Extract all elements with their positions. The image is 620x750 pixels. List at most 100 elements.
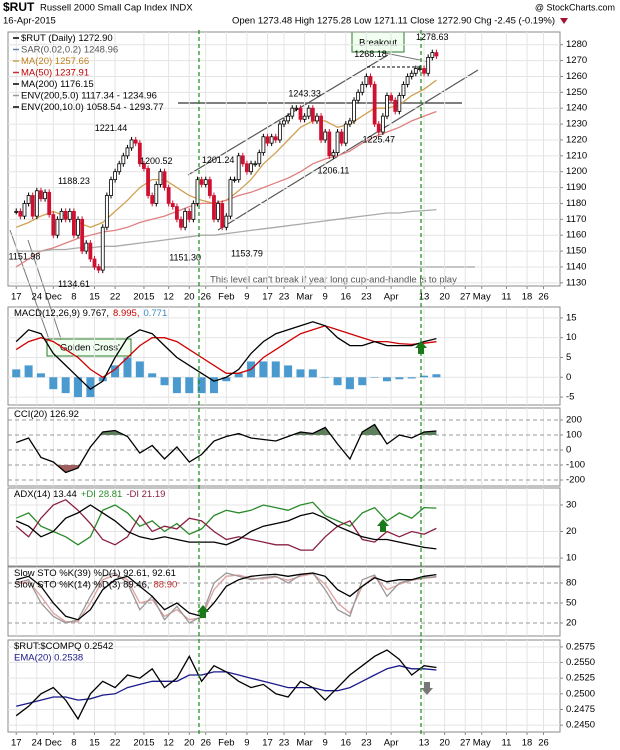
histogram-bar bbox=[12, 369, 21, 378]
candle bbox=[364, 76, 369, 85]
histogram-bar bbox=[370, 377, 379, 378]
y-tick-label: 1160 bbox=[566, 230, 586, 241]
histogram-bar bbox=[321, 377, 330, 378]
header-title: Russell 2000 Small Cap Index INDX bbox=[40, 3, 193, 14]
legend-entry: MACD(12,26,9) 9.767, 8.995, 0.771 bbox=[14, 308, 167, 319]
arrow-marker bbox=[421, 682, 433, 695]
symbol: $RUT bbox=[3, 0, 35, 14]
candle bbox=[216, 203, 220, 220]
price-label: 1225.47 bbox=[362, 135, 395, 145]
candle bbox=[348, 120, 352, 125]
candle bbox=[187, 210, 192, 220]
x-tick-label: 8 bbox=[71, 292, 76, 303]
x-tick-label: 26 bbox=[200, 292, 211, 303]
header-quote: Open 1273.48 High 1275.28 Low 1271.11 Cl… bbox=[232, 16, 555, 27]
annotation: 'Golden Cross' bbox=[58, 343, 120, 354]
legend-entry: ENV(200,5.0) 1117.34 - 1234.96 bbox=[21, 90, 157, 101]
candle bbox=[117, 163, 122, 173]
legend-entry: SAR(0.02,0.2) 1248.96 bbox=[21, 44, 118, 55]
legend-entry: $RUT:$COMPQ 0.2542 bbox=[14, 641, 113, 652]
x-tick-label: 11 bbox=[502, 738, 512, 749]
x-tick-label: Mar bbox=[296, 738, 312, 749]
y-tick-label: 1270 bbox=[566, 55, 587, 66]
x-tick-label: 22 bbox=[110, 292, 121, 303]
legend-entry: Slow STO %K(39) %D(1) 92.61, 92.61 bbox=[14, 568, 176, 579]
candle bbox=[212, 195, 216, 220]
arrow-marker bbox=[415, 341, 427, 354]
legend-entry: $RUT (Daily) 1272.90 bbox=[21, 33, 113, 44]
x-tick-label: Feb bbox=[218, 738, 234, 749]
candle bbox=[109, 179, 113, 196]
indicator-line bbox=[15, 321, 437, 391]
candle bbox=[150, 195, 155, 204]
indicator-line bbox=[15, 498, 437, 551]
legend-entry: CCI(20) 126.92 bbox=[14, 409, 79, 420]
candle bbox=[273, 136, 278, 141]
legend-text: SAR(0.02,0.2) 1248.96 bbox=[21, 44, 118, 55]
candle bbox=[199, 179, 204, 185]
legend-entry: EMA(20) 0.2538 bbox=[14, 652, 83, 663]
y-tick-label: 15 bbox=[566, 312, 577, 323]
histogram-bar bbox=[420, 375, 429, 378]
candle bbox=[51, 214, 56, 236]
candle bbox=[88, 242, 93, 260]
x-tick-label: 13 bbox=[419, 292, 430, 303]
candle bbox=[265, 136, 270, 144]
legend-entry: MA(20) 1257.66 bbox=[21, 56, 89, 67]
x-tick-label: 17 bbox=[262, 738, 273, 749]
legend-text: CCI(20) 126.92 bbox=[14, 409, 79, 420]
panel: -5 0 5 10 15 MACD(12,26,9) 9.767, 8.995, 0.771 bbox=[7, 306, 577, 406]
legend-text: Slow STO %K(39) %D(1) 92.61, 92.61 bbox=[14, 568, 176, 579]
histogram-bar bbox=[296, 369, 305, 378]
candle bbox=[133, 139, 138, 144]
x-tick-label: 9 bbox=[323, 738, 328, 749]
x-tick-label: Dec bbox=[45, 738, 62, 749]
x-tick-label: 16 bbox=[341, 738, 352, 749]
y-tick-label: 1130 bbox=[566, 277, 586, 288]
x-tick-label: 20 bbox=[439, 738, 450, 749]
candle bbox=[418, 68, 422, 70]
x-tick-label: 23 bbox=[361, 292, 372, 303]
candle bbox=[220, 203, 225, 228]
indicator-line bbox=[15, 110, 437, 268]
x-tick-label: 23 bbox=[361, 738, 372, 749]
x-tick-label: 9 bbox=[244, 292, 249, 303]
candle bbox=[385, 95, 389, 117]
legend-entry: Slow STO %K(14) %D(3) 89.46, 88.90 bbox=[14, 579, 177, 590]
indicator-line bbox=[15, 649, 437, 721]
y-tick-label: 1230 bbox=[566, 119, 587, 130]
x-tick-label: May bbox=[473, 738, 491, 749]
y-tick-label: 1140 bbox=[566, 261, 586, 272]
candle bbox=[426, 57, 431, 74]
x-tick-label: 26 bbox=[538, 738, 549, 749]
y-tick-label: 0.2550 bbox=[566, 657, 595, 668]
candle bbox=[422, 68, 426, 74]
candle bbox=[137, 142, 142, 165]
legend-entry: MA(200) 1176.15 bbox=[21, 79, 94, 90]
candle bbox=[207, 179, 212, 196]
legend-text: -DI 21.19 bbox=[126, 489, 165, 500]
price-label: 1206.11 bbox=[317, 165, 349, 175]
x-tick-label: May bbox=[473, 292, 491, 303]
histogram-bar bbox=[61, 377, 70, 394]
candle bbox=[121, 155, 126, 165]
histogram-bar bbox=[160, 377, 169, 386]
candle bbox=[245, 163, 249, 173]
overlays bbox=[197, 30, 433, 736]
indicator-line bbox=[16, 572, 437, 624]
candle bbox=[310, 107, 315, 122]
candle bbox=[356, 91, 361, 101]
source: @ StockCharts.com bbox=[535, 2, 615, 12]
histogram-bar bbox=[98, 377, 107, 382]
y-tick-label: 1280 bbox=[566, 39, 587, 50]
indicator-line bbox=[15, 504, 437, 550]
candle bbox=[183, 210, 188, 228]
y-tick-label: 200 bbox=[566, 415, 582, 426]
legend-entry: MA(50) 1237.91 bbox=[21, 67, 89, 78]
x-tick-label: 15 bbox=[89, 292, 100, 303]
candle bbox=[22, 203, 27, 217]
candle bbox=[30, 195, 35, 217]
y-tick-label: 0 bbox=[566, 372, 571, 383]
x-tick-label: 8 bbox=[71, 738, 76, 749]
